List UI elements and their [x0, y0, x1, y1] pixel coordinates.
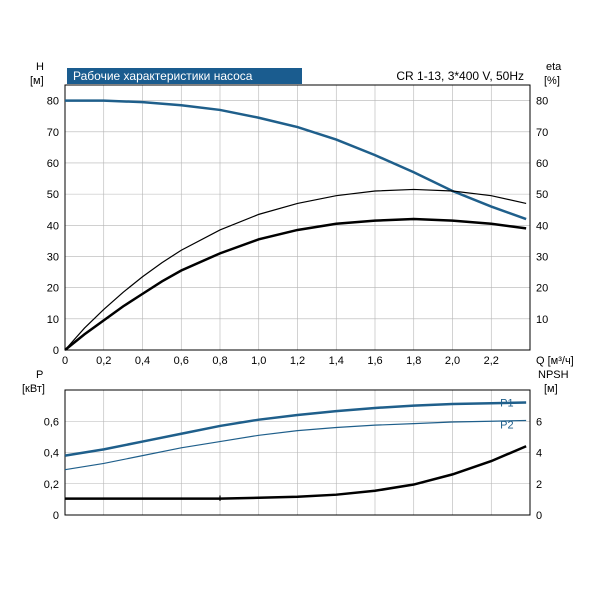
eta-curve-thick — [65, 219, 526, 350]
x-tick-label: 0,4 — [135, 355, 150, 367]
x-tick-label: 0 — [62, 355, 68, 367]
npsh-curve — [65, 446, 526, 498]
y-tick-label: 70 — [47, 127, 59, 139]
x-tick-label: 1,8 — [406, 355, 421, 367]
chart-title: Рабочие характеристики насоса — [73, 69, 253, 83]
y-tick-label: 30 — [47, 251, 59, 263]
x-tick-label: 2,2 — [484, 355, 499, 367]
pump-curve-chart: 01020304050607080102030405060708000,20,4… — [0, 0, 600, 600]
right-axis-label: NPSH — [538, 369, 569, 381]
eta-curve-thin — [65, 189, 526, 350]
y2-tick-label: 20 — [536, 283, 548, 295]
y2-tick-label: 40 — [536, 220, 548, 232]
y2-tick-label: 10 — [536, 314, 548, 326]
p2-label: P2 — [500, 419, 513, 431]
x-tick-label: 2,0 — [445, 355, 460, 367]
x-tick-label: 1,4 — [329, 355, 344, 367]
y2-tick-label: 0 — [536, 510, 542, 522]
left-axis-unit: [м] — [30, 75, 44, 87]
y-tick-label: 40 — [47, 220, 59, 232]
x-tick-label: 0,2 — [96, 355, 111, 367]
y2-tick-label: 2 — [536, 479, 542, 491]
y2-tick-label: 50 — [536, 189, 548, 201]
x-tick-label: 1,2 — [290, 355, 305, 367]
left-axis-unit: [кВт] — [22, 383, 45, 395]
y2-tick-label: 4 — [536, 448, 542, 460]
y-tick-label: 0 — [53, 510, 59, 522]
chart-info: CR 1-13, 3*400 V, 50Hz — [396, 69, 524, 83]
y-tick-label: 0,2 — [44, 479, 59, 491]
left-axis-label: P — [36, 369, 43, 381]
y2-tick-label: 6 — [536, 416, 542, 428]
right-axis-unit: [м] — [544, 383, 558, 395]
x-tick-label: 0,6 — [174, 355, 189, 367]
right-axis-unit: [%] — [544, 75, 560, 87]
y-tick-label: 0,6 — [44, 416, 59, 428]
y-tick-label: 60 — [47, 158, 59, 170]
right-axis-label: eta — [546, 61, 562, 73]
p1-curve — [65, 403, 526, 456]
left-axis-label: H — [36, 61, 44, 73]
y-tick-label: 0,4 — [44, 448, 59, 460]
p2-curve — [65, 420, 526, 469]
y2-tick-label: 30 — [536, 251, 548, 263]
y-tick-label: 10 — [47, 314, 59, 326]
y2-tick-label: 60 — [536, 158, 548, 170]
x-axis-unit: Q [м³/ч] — [536, 355, 574, 367]
y2-tick-label: 70 — [536, 127, 548, 139]
y-tick-label: 0 — [53, 345, 59, 357]
x-tick-label: 0,8 — [212, 355, 227, 367]
head-curve — [65, 101, 526, 219]
y-tick-label: 80 — [47, 96, 59, 108]
y-tick-label: 20 — [47, 283, 59, 295]
x-tick-label: 1,0 — [251, 355, 266, 367]
y-tick-label: 50 — [47, 189, 59, 201]
p1-label: P1 — [500, 398, 513, 410]
y2-tick-label: 80 — [536, 96, 548, 108]
x-tick-label: 1,6 — [367, 355, 382, 367]
